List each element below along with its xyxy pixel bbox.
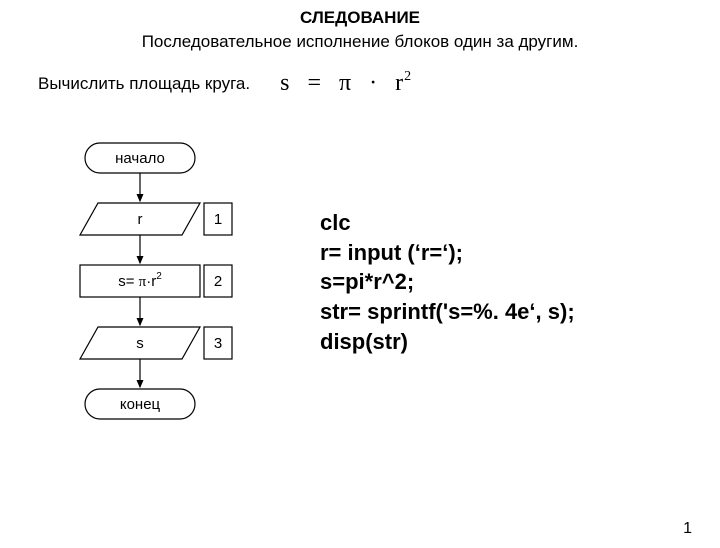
code-line: disp(str): [320, 327, 575, 357]
page-subtitle: Последовательное исполнение блоков один …: [0, 32, 720, 52]
formula-eq: =: [307, 70, 321, 96]
formula-exp: 2: [404, 69, 411, 84]
formula-r: r: [395, 70, 403, 96]
area-formula: s = π · r2: [280, 70, 410, 97]
flowchart: начало r 1 s= π·r2 2 s 3 конец: [50, 138, 260, 518]
code-line: str= sprintf('s=%. 4e‘, s);: [320, 297, 575, 327]
page-number: 1: [683, 520, 692, 538]
svg-text:2: 2: [214, 273, 222, 290]
code-block: clc r= input (‘r=‘); s=pi*r^2; str= spri…: [320, 208, 575, 356]
svg-text:конец: конец: [120, 396, 161, 413]
formula-lhs: s: [280, 70, 289, 96]
svg-text:r: r: [138, 211, 143, 228]
formula-pi: π: [339, 70, 351, 96]
svg-text:s= π·r2: s= π·r2: [118, 271, 162, 290]
code-line: clc: [320, 208, 575, 238]
formula-dot: ·: [369, 70, 377, 96]
code-line: s=pi*r^2;: [320, 267, 575, 297]
svg-text:1: 1: [214, 211, 222, 228]
svg-text:s: s: [136, 335, 144, 352]
page-title: СЛЕДОВАНИЕ: [0, 8, 720, 28]
task-row: Вычислить площадь круга. s = π · r2: [38, 70, 720, 97]
task-text: Вычислить площадь круга.: [38, 74, 250, 94]
svg-text:начало: начало: [115, 150, 165, 167]
svg-text:3: 3: [214, 335, 222, 352]
code-line: r= input (‘r=‘);: [320, 238, 575, 268]
